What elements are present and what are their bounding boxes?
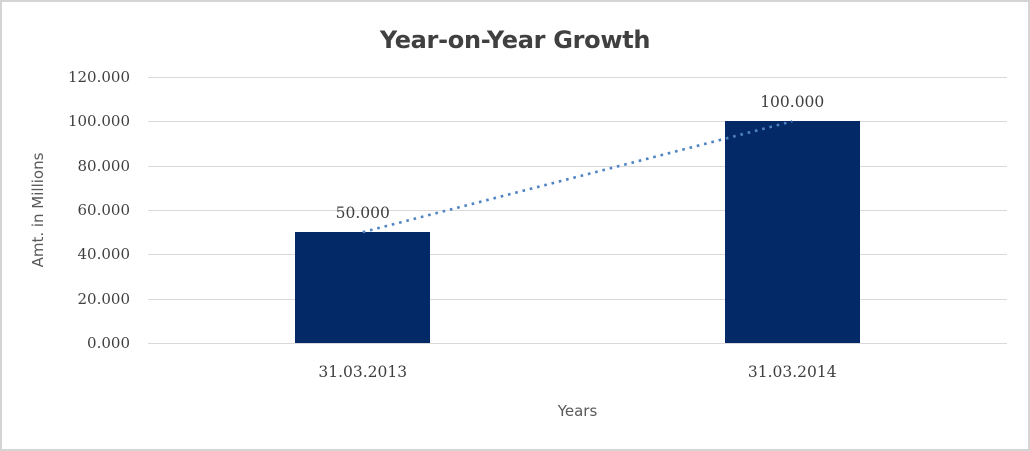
bar-value-label: 100.000 <box>760 93 825 112</box>
chart-title: Year-on-Year Growth <box>379 26 651 54</box>
gridline <box>148 165 1007 167</box>
bar-value-label: 50.000 <box>335 204 390 223</box>
gridline <box>148 210 1007 211</box>
y-tick-label: 0.000 <box>87 334 130 352</box>
y-tick-label: 40.000 <box>77 245 131 264</box>
gridline <box>148 343 1007 344</box>
y-tick-label: 120.000 <box>67 68 130 86</box>
y-tick-label: 100.000 <box>67 112 130 131</box>
x-axis-title: Years <box>557 402 598 420</box>
gridline <box>148 121 1007 123</box>
x-category-label: 31.03.2013 <box>318 363 408 381</box>
bar <box>724 121 860 343</box>
gridline <box>148 254 1007 256</box>
x-category-label: 31.03.2014 <box>747 363 837 381</box>
y-tick-label: 80.000 <box>77 156 131 175</box>
y-tick-label: 60.000 <box>77 201 131 219</box>
gridline <box>148 77 1007 78</box>
y-tick-label: 20.000 <box>77 289 131 308</box>
trendline <box>362 120 793 234</box>
gridline <box>148 298 1007 300</box>
bar <box>295 232 431 343</box>
